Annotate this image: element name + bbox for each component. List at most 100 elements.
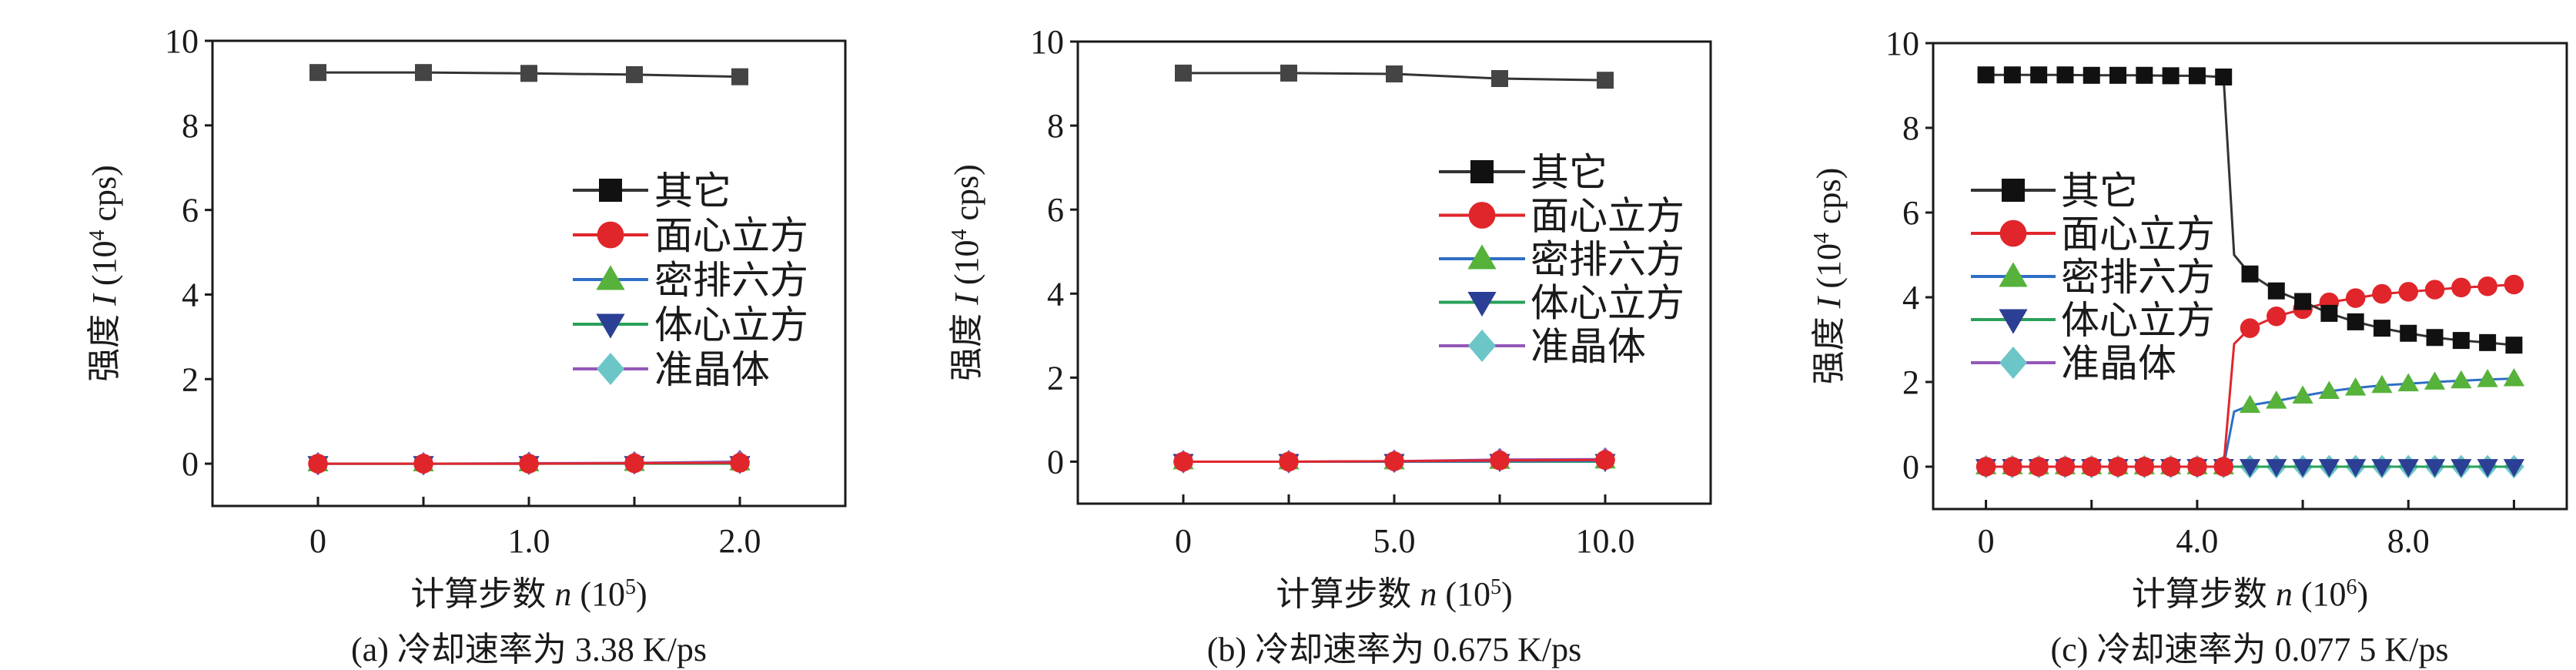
data-point [2477,459,2498,477]
data-point [2504,274,2524,295]
x-axis-label: 计算步数 n (105) [1276,575,1512,614]
x-axis-label-part: 计算步数 [2132,575,2276,613]
data-point [2267,282,2285,300]
data-point [2241,265,2259,283]
legend-item: 准晶体 [1439,325,1646,368]
legend-label: 其它 [2061,169,2138,213]
y-axis-label-part: cps) [85,165,123,229]
data-point [2213,457,2233,477]
data-point [1280,64,1297,82]
x-tick-label: 4.0 [2176,522,2218,560]
y-axis-label-part: (10 [948,240,985,294]
series-0 [1175,64,1614,89]
y-axis-label-part: 强度 [1810,308,1848,384]
data-point [2056,66,2074,84]
legend-marker [1999,347,2027,379]
legend-item: 准晶体 [573,348,770,391]
y-tick-label: 0 [1047,443,1064,481]
x-tick-label: 5.0 [1373,522,1416,560]
y-axis-label-part: (10 [85,241,123,295]
legend-marker [597,353,624,385]
data-point [2345,459,2367,477]
data-point [2162,67,2180,85]
legend-item: 体心立方 [573,303,808,347]
data-point [2451,370,2472,389]
legend-label: 面心立方 [654,214,808,257]
x-axis-label: 计算步数 n (105) [410,575,647,614]
panel-caption: (b) 冷却速率为 0.675 K/ps [1207,631,1581,668]
y-tick-label: 0 [1902,448,1919,486]
series-0 [309,64,748,85]
legend-marker [1999,219,2027,247]
y-tick-label: 4 [182,276,199,313]
y-axis-label-part: 强度 [85,306,123,382]
series-1 [308,453,750,474]
data-point [1279,451,1299,472]
y-tick-label: 8 [182,107,199,145]
data-point [520,65,537,82]
y-axis-label-part: 4 [948,229,972,240]
legend-marker [2002,179,2025,202]
y-tick-label: 4 [1047,275,1064,313]
data-point [2426,329,2444,347]
plot-frame [1932,42,2568,511]
data-point [2397,373,2419,392]
y-tick-label: 6 [182,192,199,229]
legend-label: 准晶体 [2061,342,2176,385]
x-tick-label: 2.0 [719,522,761,560]
data-point [2292,385,2313,404]
legend-item: 密排六方 [1439,238,1684,281]
y-axis-label-part: 4 [85,230,109,241]
legend-marker [1467,244,1497,270]
data-point [2030,66,2048,84]
x-tick-label: 8.0 [2387,522,2430,560]
y-axis-label-part: 4 [1810,233,1834,243]
data-point [2292,459,2313,477]
legend-item: 准晶体 [1971,342,2176,385]
legend-label: 面心立方 [2061,213,2215,256]
data-point [2239,394,2261,414]
legend-item: 密排六方 [573,259,808,302]
y-tick-label: 6 [1902,194,1919,232]
data-point [2266,390,2287,409]
data-point [415,64,432,82]
x-axis-label-part: n [2276,575,2293,613]
legend-label: 体心立方 [654,303,808,347]
data-point [1490,451,1510,471]
data-point [2239,459,2261,477]
legend-item: 面心立方 [573,214,808,257]
data-point [731,68,748,85]
x-axis-label-part: (10 [571,575,625,613]
data-point [1977,66,1995,84]
data-point [2109,66,2127,84]
y-tick-label: 0 [182,445,199,483]
x-tick-label: 0 [1175,522,1192,560]
data-point [2424,459,2446,477]
data-point [2477,369,2498,387]
x-axis-label-part: n [1420,575,1437,613]
data-point [2003,66,2021,84]
data-point [730,453,750,473]
y-axis-label-part: I [948,292,985,306]
data-point [2371,374,2393,394]
data-point [2108,457,2128,477]
data-point [2294,293,2312,310]
y-tick-label: 10 [1030,23,1064,61]
y-axis-label-part: (10 [1810,243,1848,297]
data-point [2318,459,2340,477]
legend-marker [596,265,625,290]
data-point [1175,64,1192,82]
y-axis-label: 强度 I (104 cps) [85,165,124,382]
data-point [2452,332,2470,350]
legend-item: 其它 [1971,169,2138,213]
data-point [2424,280,2445,300]
legend-item: 其它 [573,169,731,213]
legend-marker [1468,202,1496,229]
y-tick-label: 2 [182,360,199,398]
legend-item: 体心立方 [1971,299,2215,342]
x-axis-label-part: ) [1501,575,1513,613]
